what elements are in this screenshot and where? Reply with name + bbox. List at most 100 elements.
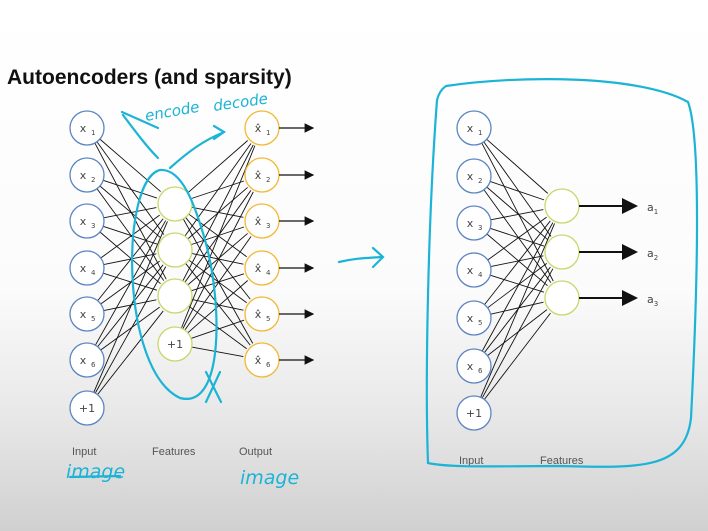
transform-arrow	[337, 255, 384, 264]
left-output-arrows	[279, 123, 315, 365]
activation-label-a3: a3	[647, 293, 658, 308]
right-enc-edge-18	[487, 309, 548, 356]
left-enc-edge-5	[99, 185, 161, 239]
svg-text:2: 2	[91, 176, 95, 184]
left-enc-edge-11	[103, 253, 157, 266]
encode-annotation: encode	[144, 98, 201, 125]
left-enc-edge-13	[97, 218, 164, 302]
decode-arrow-head	[212, 124, 227, 141]
svg-text:x̂: x̂	[255, 122, 262, 135]
slide-title: Autoencoders (and sparsity)	[7, 66, 292, 89]
right-activation-labels: a1 a2 a3	[647, 201, 658, 308]
left-dec-edge-11	[188, 259, 247, 304]
left-input-node-6: x 6	[69, 342, 105, 378]
right-input-layer: x 1 x 2 x 3 x 4 x 5 x 6 +1	[456, 110, 492, 431]
activation-label-a1: a1	[647, 201, 658, 216]
transform-arrow-head	[371, 246, 385, 269]
left-input-node-5: x 5	[69, 296, 105, 332]
left-enc-edge-21	[97, 310, 164, 395]
decode-arrow	[168, 131, 224, 170]
left-hidden-node-3	[157, 278, 193, 314]
image-annotation-right: image	[240, 467, 299, 489]
svg-text:1: 1	[91, 129, 95, 137]
left-caption-input: Input	[72, 446, 96, 458]
image-annotation-left: image	[66, 461, 125, 483]
svg-text:+1: +1	[79, 402, 95, 415]
left-enc-edge-7	[103, 207, 157, 219]
left-dec-edge-22	[187, 280, 248, 334]
svg-text:x: x	[467, 170, 474, 183]
svg-text:4: 4	[266, 269, 271, 277]
left-output-node-1: x̂ 1	[244, 110, 280, 146]
encode-divider	[120, 110, 160, 130]
right-enc-edge-7	[490, 209, 544, 221]
svg-text:x: x	[80, 262, 87, 275]
right-caption-input: Input	[459, 455, 483, 467]
left-dec-edge-19	[180, 145, 256, 329]
right-enc-edge-5	[486, 186, 548, 240]
svg-text:3: 3	[266, 222, 270, 230]
left-network-edges	[93, 138, 256, 395]
left-output-node-3: x̂ 3	[244, 203, 280, 239]
svg-text:6: 6	[91, 361, 96, 369]
right-enc-edge-8	[490, 227, 545, 247]
svg-text:x̂: x̂	[255, 308, 262, 321]
left-enc-edge-12	[103, 272, 158, 291]
left-enc-edge-1	[99, 138, 161, 192]
left-caption-features: Features	[152, 446, 196, 458]
left-enc-edge-16	[94, 220, 167, 346]
right-input-node-6: x 6	[456, 348, 492, 384]
left-enc-edge-4	[103, 179, 158, 199]
left-dec-edge-18	[188, 305, 247, 350]
image-underline-left	[68, 474, 122, 479]
left-input-node-3: x 3	[69, 203, 105, 239]
right-enc-edge-11	[490, 255, 544, 268]
svg-text:5: 5	[266, 315, 270, 323]
svg-text:x: x	[467, 264, 474, 277]
right-hidden-layer	[544, 188, 580, 316]
right-hidden-node-3	[544, 280, 580, 316]
svg-text:+1: +1	[167, 338, 183, 351]
left-enc-edge-3	[94, 142, 167, 280]
left-enc-edge-18	[100, 306, 160, 351]
right-enc-edge-9	[486, 233, 548, 287]
handwritten-annotations	[68, 78, 699, 479]
left-dec-edge-9	[190, 226, 245, 246]
svg-text:x̂: x̂	[255, 354, 262, 367]
left-dec-edge-7	[184, 143, 252, 237]
left-enc-edge-8	[103, 225, 158, 245]
activation-label-a2: a2	[647, 247, 658, 262]
left-caption-output: Output	[239, 446, 272, 458]
svg-text:x: x	[467, 360, 474, 373]
right-input-node-3: x 3	[456, 205, 492, 241]
left-dec-edge-5	[185, 217, 251, 300]
svg-text:3: 3	[91, 222, 95, 230]
svg-text:x: x	[80, 308, 87, 321]
svg-text:x: x	[80, 354, 87, 367]
left-enc-edge-17	[97, 264, 164, 348]
right-enc-edge-12	[490, 274, 545, 293]
svg-text:3: 3	[478, 224, 482, 232]
left-input-bias-node: +1	[69, 390, 105, 426]
right-enc-edge-21	[483, 312, 551, 400]
svg-text:x̂: x̂	[255, 262, 262, 275]
left-dec-edge-15	[187, 233, 248, 286]
svg-text:x: x	[80, 215, 87, 228]
left-enc-edge-9	[99, 231, 161, 285]
left-output-node-2: x̂ 2	[244, 157, 280, 193]
right-input-node-4: x 4	[456, 252, 492, 288]
left-dec-edge-13	[182, 144, 254, 282]
svg-text:x: x	[80, 122, 87, 135]
right-enc-edge-20	[481, 268, 554, 399]
svg-text:4: 4	[91, 269, 96, 277]
right-enc-edge-10	[487, 216, 547, 261]
right-box-outline	[425, 78, 699, 468]
right-enc-edge-13	[484, 220, 551, 305]
left-enc-edge-2	[96, 141, 165, 235]
left-output-node-4: x̂ 4	[244, 250, 280, 286]
left-input-node-1: x 1	[69, 110, 105, 146]
left-hidden-bias-node: +1	[157, 326, 193, 362]
left-dec-edge-3	[191, 206, 244, 218]
svg-text:4: 4	[478, 271, 483, 279]
